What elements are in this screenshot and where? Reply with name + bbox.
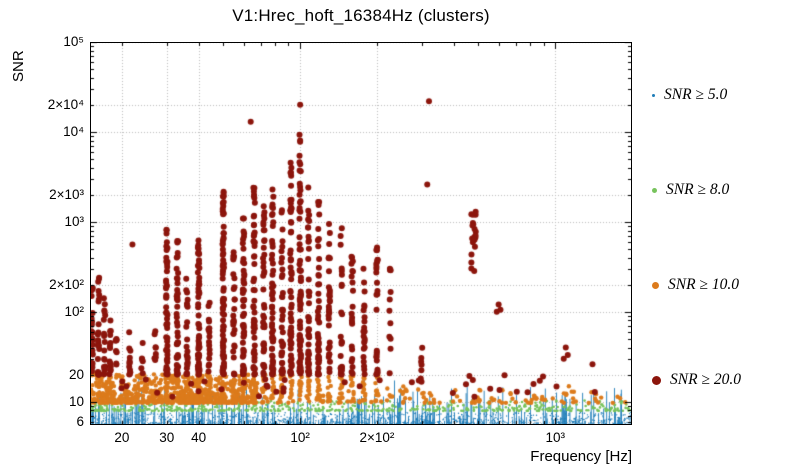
y-tick-label: 2×10³ — [49, 186, 84, 202]
y-tick-label: 6 — [76, 413, 84, 429]
y-tick-label: 10² — [64, 303, 84, 319]
y-axis-label: SNR — [10, 50, 27, 82]
y-tick-label: 10⁵ — [63, 34, 84, 49]
y-tick-label: 10⁴ — [63, 123, 84, 139]
legend-label: SNR ≥ 10.0 — [668, 276, 739, 293]
legend-item-snr-5.0: SNR ≥ 5.0 — [652, 84, 802, 106]
x-axis-label: Frequency [Hz] — [530, 448, 632, 465]
chart-title: V1:Hrec_hoft_16384Hz (clusters) — [232, 6, 490, 25]
x-tick-label: 20 — [114, 430, 130, 445]
y-tick-label: 10³ — [64, 213, 84, 229]
x-tick-label: 40 — [191, 430, 207, 445]
legend-marker-icon — [652, 93, 655, 97]
x-tick-label: 10² — [290, 430, 310, 445]
legend-label: SNR ≥ 5.0 — [664, 86, 728, 103]
x-tick-label: 30 — [159, 430, 175, 445]
legend-marker-icon — [652, 375, 661, 385]
legend-item-snr-20.0: SNR ≥ 20.0 — [652, 369, 802, 391]
legend-item-snr-8.0: SNR ≥ 8.0 — [652, 179, 802, 201]
legend-marker-icon — [652, 187, 657, 193]
legend-label: SNR ≥ 20.0 — [670, 371, 741, 388]
legend-label: SNR ≥ 8.0 — [666, 181, 730, 198]
y-tick-label: 10 — [68, 393, 84, 409]
plot-canvas — [90, 42, 632, 425]
legend-item-snr-10.0: SNR ≥ 10.0 — [652, 274, 802, 296]
y-tick-label: 2×10⁴ — [47, 96, 84, 112]
y-tick-label: 20 — [68, 366, 84, 382]
y-tick-label: 2×10² — [49, 276, 84, 292]
x-tick-label: 2×10² — [359, 430, 395, 445]
legend-marker-icon — [652, 281, 659, 289]
x-tick-label: 10³ — [545, 430, 565, 445]
